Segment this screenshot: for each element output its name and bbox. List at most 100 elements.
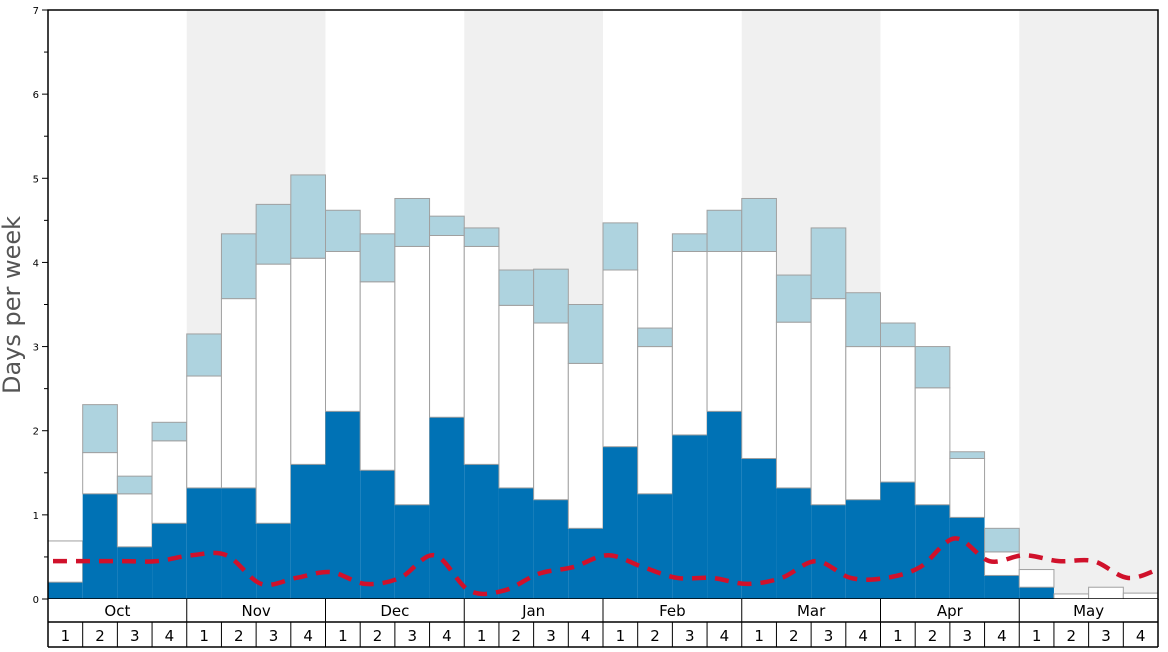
week-label: 1	[754, 627, 764, 645]
week-label: 4	[442, 627, 452, 645]
x-axis: Oct 1 2 3 4 Nov 1 2 3 4 Dec 1 2 3 4 Jan 1 2 3 4 Feb 1 2 3 4 Mar 1 2…	[47, 599, 1159, 648]
bar-segment-dark	[533, 499, 569, 599]
bar-segment-dark	[845, 499, 881, 599]
y-tick-label: 6	[33, 90, 39, 101]
bar-segment-dark	[603, 446, 638, 599]
week-label: 2	[650, 627, 660, 645]
month-label: Jan	[521, 602, 545, 620]
bar-segment-dark	[880, 482, 916, 599]
bar-segment-white	[1122, 592, 1159, 600]
bar-segment-light	[533, 268, 569, 324]
y-tick-label: 7	[33, 6, 39, 17]
bar-segment-white	[533, 322, 569, 501]
week-label: 2	[1067, 627, 1077, 645]
month-label: Oct	[104, 602, 130, 620]
bar-segment-white	[116, 493, 153, 548]
line-series	[53, 536, 1158, 597]
bar-segment-dark	[949, 517, 985, 599]
bar-segment-dark	[984, 575, 1020, 599]
week-label: 3	[962, 627, 972, 645]
month-label: Feb	[659, 602, 686, 620]
bar-segment-dark	[256, 523, 291, 599]
bar-segment-white	[82, 452, 118, 495]
bar-segment-light	[463, 227, 500, 247]
week-label: 1	[1032, 627, 1042, 645]
bar-segment-dark	[741, 458, 777, 599]
bar-segment-light	[810, 227, 847, 300]
week-label: 4	[165, 627, 175, 645]
bar-segment-light	[914, 346, 951, 389]
month-shade	[1019, 10, 1158, 599]
bar-segment-dark	[221, 487, 257, 599]
bar-segment-light	[394, 197, 431, 247]
bar-segment-dark	[394, 504, 430, 599]
week-label: 3	[546, 627, 556, 645]
week-label: 4	[1136, 627, 1146, 645]
month-label: May	[1073, 602, 1104, 620]
bar-segment-dark	[707, 411, 742, 599]
bar-segment-light	[984, 527, 1020, 553]
week-label: 1	[616, 627, 626, 645]
bar-segment-white	[325, 250, 361, 412]
bar-segment-light	[741, 197, 777, 252]
week-label: 1	[893, 627, 903, 645]
bar-segment-light	[186, 333, 222, 377]
week-label: 1	[61, 627, 71, 645]
week-label: 3	[269, 627, 279, 645]
bar-segment-light	[949, 451, 986, 459]
bar-segment-light	[151, 421, 188, 442]
week-label: 4	[581, 627, 591, 645]
week-label: 1	[477, 627, 487, 645]
month-label: Dec	[380, 602, 409, 620]
bar-segment-light	[567, 304, 604, 364]
week-label: 4	[858, 627, 868, 645]
bar-segment-dark	[117, 546, 153, 599]
bar-segment-dark	[325, 411, 361, 599]
bar-segment-light	[880, 322, 916, 348]
y-tick-label: 1	[33, 511, 39, 522]
bar-segment-white	[602, 269, 639, 448]
bar-segment-dark	[48, 582, 83, 599]
week-label: 3	[130, 627, 140, 645]
week-label: 2	[234, 627, 244, 645]
bar-segment-dark	[186, 487, 222, 599]
week-label: 3	[824, 627, 834, 645]
bar-segment-light	[82, 404, 118, 454]
bar-segment-light	[671, 233, 708, 252]
week-label: 3	[1101, 627, 1111, 645]
bar-segment-light	[290, 174, 326, 259]
bar-segment-dark	[464, 464, 499, 599]
bar-segment-dark	[915, 504, 950, 599]
bar-segment-white	[637, 346, 673, 495]
bar-segment-white	[880, 346, 916, 483]
week-label: 4	[303, 627, 313, 645]
bar-segment-white	[151, 440, 188, 524]
week-label: 1	[199, 627, 209, 645]
week-label: 2	[95, 627, 105, 645]
bar-segment-white	[1018, 569, 1055, 588]
y-tick-label: 0	[33, 595, 39, 606]
bar-segment-light	[116, 475, 153, 495]
bar-segment-white	[394, 245, 431, 506]
week-label: 3	[685, 627, 695, 645]
bar-segment-white	[810, 298, 847, 506]
bar-segment-light	[325, 209, 361, 252]
bar-segment-white	[567, 362, 604, 529]
week-label: 2	[928, 627, 938, 645]
y-tick-label: 4	[33, 258, 39, 269]
y-tick-label: 5	[33, 174, 39, 185]
bar-segment-dark	[1019, 587, 1054, 599]
bar-segment-light	[498, 269, 535, 306]
month-label: Mar	[797, 602, 826, 620]
bar-segment-light	[637, 327, 673, 348]
bar-segment-white	[498, 304, 535, 489]
bar-segment-white	[671, 250, 708, 436]
bar-segment-white	[1088, 586, 1124, 600]
week-label: 4	[997, 627, 1007, 645]
bar-segment-white	[290, 257, 326, 465]
bar-segment-light	[255, 203, 292, 265]
bar-segment-light	[602, 222, 639, 271]
y-tick-label: 3	[33, 343, 39, 354]
